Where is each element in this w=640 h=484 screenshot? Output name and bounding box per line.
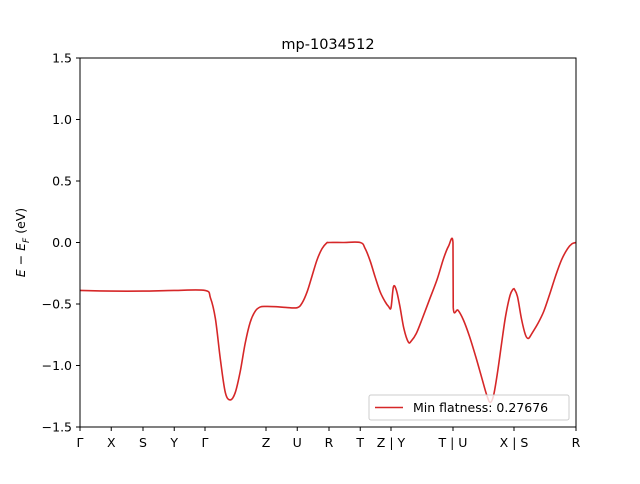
x-tick-label-3: Y (169, 435, 178, 450)
x-tick-label-0: Γ (77, 435, 84, 450)
y-axis-ticks: 1.5 1.0 0.5 0.0 −0.5 −1.0 −1.5 (42, 51, 80, 435)
x-tick-label-9: Z | Y (377, 435, 406, 450)
y-axis-label-text: E − EF (eV) (13, 208, 32, 277)
series-line-0 (79, 237, 577, 404)
x-tick-label-10: T | U (438, 435, 468, 450)
chart-title: mp-1034512 (281, 37, 374, 53)
legend-box (368, 394, 570, 421)
y-tick-label-4: −0.5 (42, 297, 72, 312)
x-tick-label-6: U (293, 435, 302, 450)
y-axis-label: E − EF (eV) (13, 208, 32, 277)
legend-label: Min flatness: 0.27676 (413, 400, 548, 415)
series-layer (79, 237, 577, 404)
x-tick-label-1: X (107, 435, 116, 450)
x-tick-label-7: R (325, 435, 334, 450)
plot-frame (79, 57, 577, 428)
legend: Min flatness: 0.27676 (368, 394, 570, 421)
x-tick-label-5: Z (262, 435, 271, 450)
y-tick-label-2: 0.5 (52, 174, 72, 189)
x-tick-label-12: R (572, 435, 581, 450)
y-tick-label-6: −1.5 (42, 420, 72, 435)
y-tick-label-1: 1.0 (52, 112, 72, 127)
x-tick-label-8: T (355, 435, 364, 450)
x-tick-label-11: X | S (500, 435, 529, 450)
y-tick-label-3: 0.0 (52, 235, 72, 250)
x-tick-label-2: S (139, 435, 147, 450)
y-tick-label-5: −1.0 (42, 358, 72, 373)
x-tick-label-4: Γ (202, 435, 209, 450)
y-tick-label-0: 1.5 (52, 51, 72, 66)
x-axis-ticks: Γ X S Y Γ Z U R T Z | Y T | U X | S R (77, 427, 581, 450)
